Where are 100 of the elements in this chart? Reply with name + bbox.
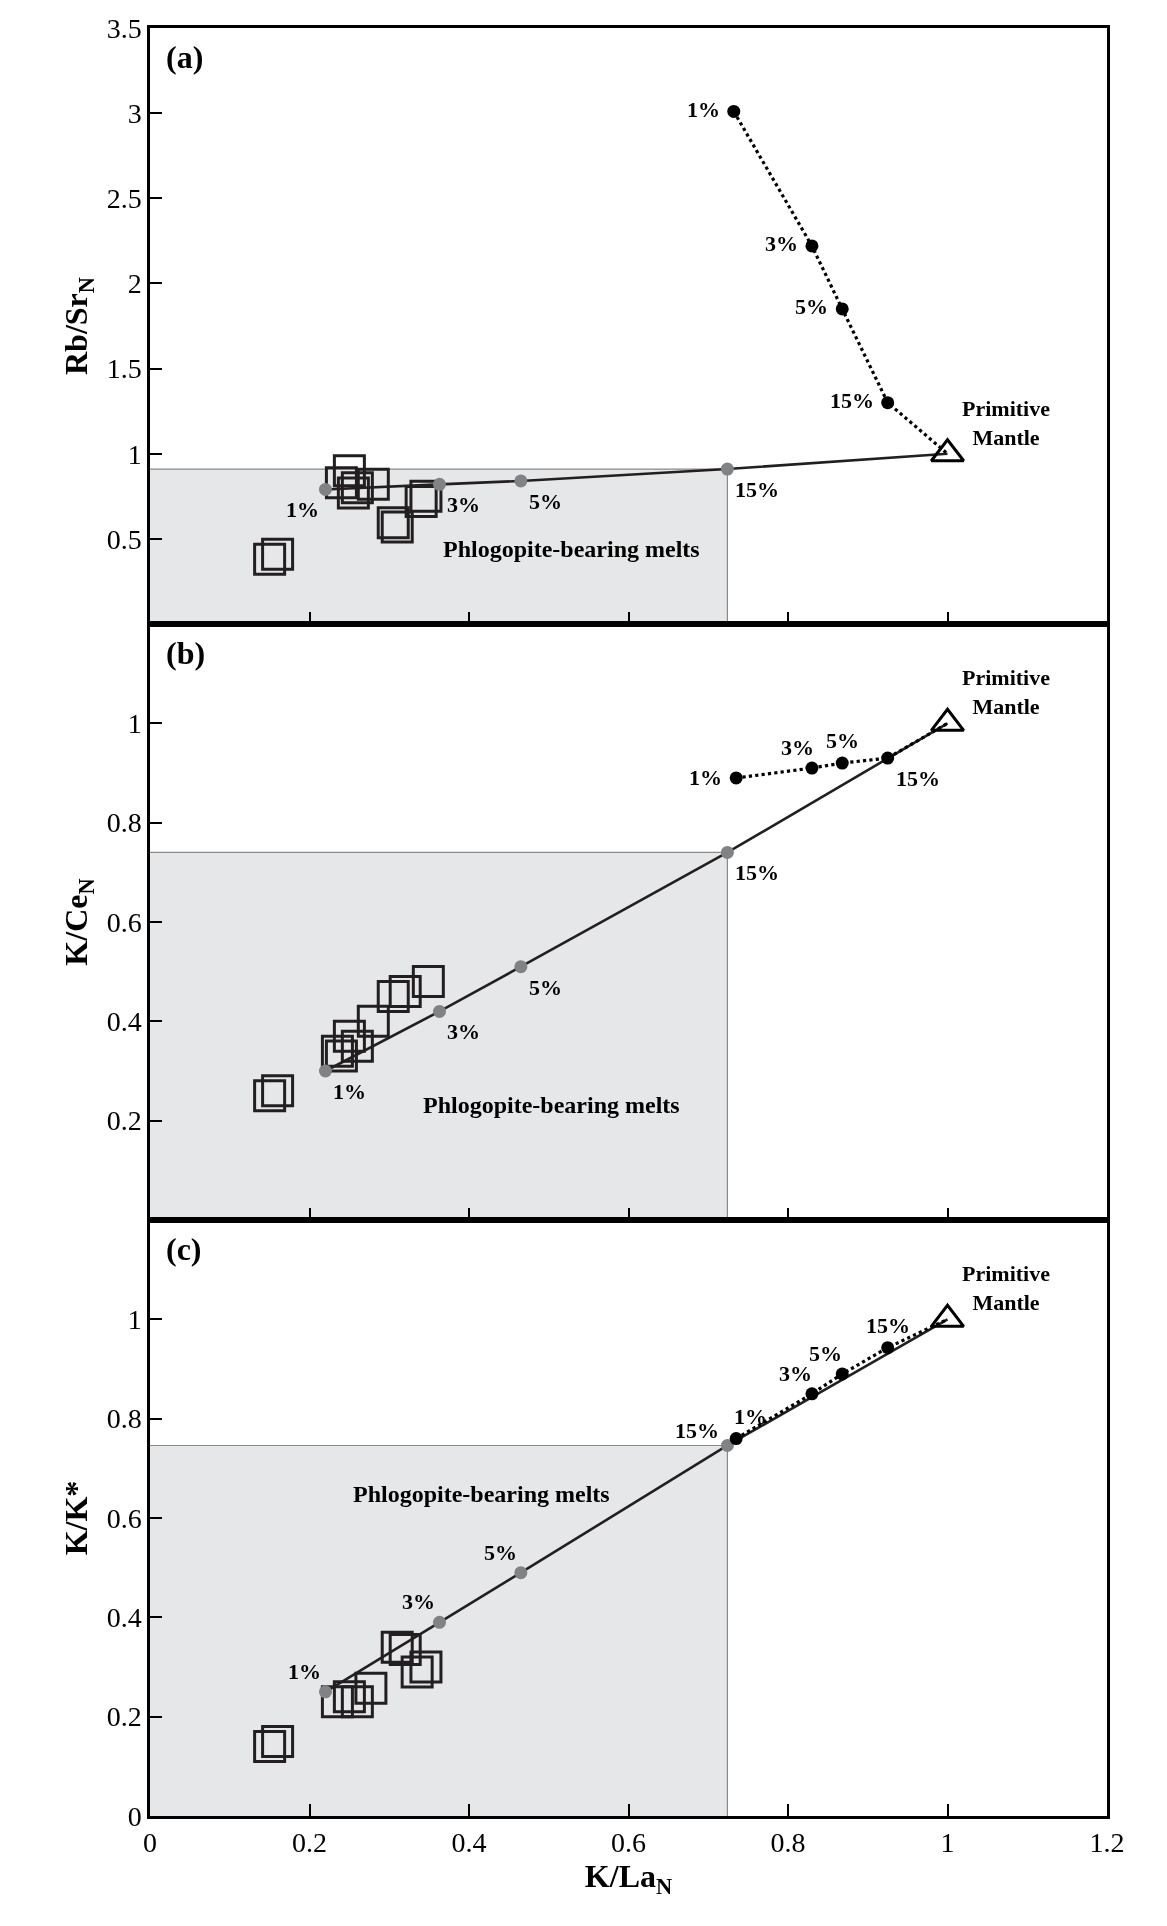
annotation: Phlogopite-bearing melts <box>423 1092 680 1118</box>
annotation: 3% <box>779 1361 812 1386</box>
annotation: Primitive Mantle <box>962 665 1051 719</box>
chart-title: (c) <box>166 1231 202 1267</box>
point <box>388 975 422 1009</box>
point <box>881 751 895 765</box>
point <box>835 1367 849 1381</box>
y-tick-label: 2 <box>127 268 142 300</box>
point <box>340 1685 374 1719</box>
point <box>253 1079 287 1113</box>
point <box>433 477 446 491</box>
point <box>433 1615 446 1629</box>
y-tick-label: 0.4 <box>106 1602 142 1634</box>
x-tick-label: 1 <box>940 1827 955 1859</box>
point <box>340 1029 374 1063</box>
annotation: 15% <box>866 1313 910 1338</box>
annotation: 3% <box>447 492 480 517</box>
point <box>356 1004 390 1038</box>
point <box>380 1630 414 1664</box>
annotation: 15% <box>735 477 779 502</box>
annotation: 5% <box>826 728 859 753</box>
point <box>514 474 528 488</box>
annotation: 5% <box>809 1341 842 1366</box>
annotation: Primitive Mantle <box>962 1261 1051 1315</box>
point <box>376 980 410 1013</box>
point <box>805 239 819 253</box>
point <box>324 466 358 500</box>
y-tick-label: 0 <box>127 1800 142 1832</box>
point <box>261 537 295 571</box>
point <box>318 1064 332 1078</box>
point <box>720 845 734 859</box>
x-tick-label: 0.2 <box>292 1827 327 1859</box>
point <box>805 761 819 775</box>
y-tick-label: 1 <box>127 708 142 740</box>
point <box>720 462 734 476</box>
x-axis-title: K/La$_{N}$ <box>584 1858 673 1900</box>
point <box>433 1004 446 1018</box>
y-tick-label: 0.2 <box>106 1105 142 1137</box>
x-tick-label: 0.6 <box>611 1827 646 1859</box>
y-axis-title: K/K* <box>57 1480 94 1556</box>
point <box>261 1725 295 1758</box>
annotation: 1% <box>687 97 720 122</box>
point <box>881 1341 895 1355</box>
point <box>400 1655 434 1689</box>
point <box>805 1387 819 1401</box>
y-tick-label: 2.5 <box>106 183 142 215</box>
y-tick-label: 0.8 <box>106 1403 142 1435</box>
annotation: 5% <box>529 975 562 1000</box>
point <box>356 467 390 501</box>
point <box>332 454 366 488</box>
point <box>332 1019 366 1053</box>
annotation: Phlogopite-bearing melts <box>353 1481 610 1507</box>
annotation: 1% <box>689 765 722 790</box>
x-tick-label: 1.2 <box>1089 1827 1125 1859</box>
annotation: 3% <box>765 231 798 256</box>
y-tick-label: 0.5 <box>106 523 142 555</box>
annotation: 5% <box>529 489 562 514</box>
annotation: 5% <box>795 294 828 319</box>
annotation: 1% <box>734 1404 767 1429</box>
point <box>261 1074 295 1108</box>
annotation: 1% <box>288 1659 321 1684</box>
chart-title: (b) <box>166 635 206 671</box>
y-tick-label: 0.6 <box>106 906 142 938</box>
point <box>835 756 849 770</box>
annotation: 1% <box>333 1079 366 1104</box>
chart-title: (a) <box>166 39 204 75</box>
x-tick-label: 0.8 <box>770 1827 806 1859</box>
y-tick-label: 3 <box>127 97 142 129</box>
point <box>881 396 895 410</box>
annotation: 15% <box>830 388 874 413</box>
point <box>253 1729 287 1763</box>
annotation: 1% <box>286 497 319 522</box>
y-tick-label: 0.4 <box>106 1006 142 1038</box>
y-tick-label: 1 <box>127 1304 142 1336</box>
point <box>729 1432 743 1446</box>
point <box>835 302 849 316</box>
y-tick-label: 1 <box>127 438 142 470</box>
annotation: 5% <box>484 1540 517 1565</box>
point <box>332 1680 366 1714</box>
point <box>514 1566 528 1580</box>
y-tick-label: 3.5 <box>106 12 142 44</box>
annotation: 3% <box>781 735 814 760</box>
y-tick-label: 0.6 <box>106 1502 142 1534</box>
point <box>354 1671 388 1705</box>
point <box>388 1633 422 1667</box>
annotation: Phlogopite-bearing melts <box>443 536 700 562</box>
point <box>318 1685 332 1699</box>
point <box>411 965 445 999</box>
point <box>514 960 528 974</box>
point <box>318 482 332 496</box>
point <box>720 1438 734 1452</box>
annotation: 15% <box>675 1418 719 1443</box>
y-tick-label: 0.8 <box>106 807 142 839</box>
point <box>409 1650 443 1684</box>
annotation: 15% <box>735 860 779 885</box>
annotation: 3% <box>447 1019 480 1044</box>
x-tick-label: 0.4 <box>451 1827 487 1859</box>
point <box>727 104 741 118</box>
y-tick-label: 0.2 <box>106 1701 142 1733</box>
annotation: 15% <box>896 766 940 791</box>
